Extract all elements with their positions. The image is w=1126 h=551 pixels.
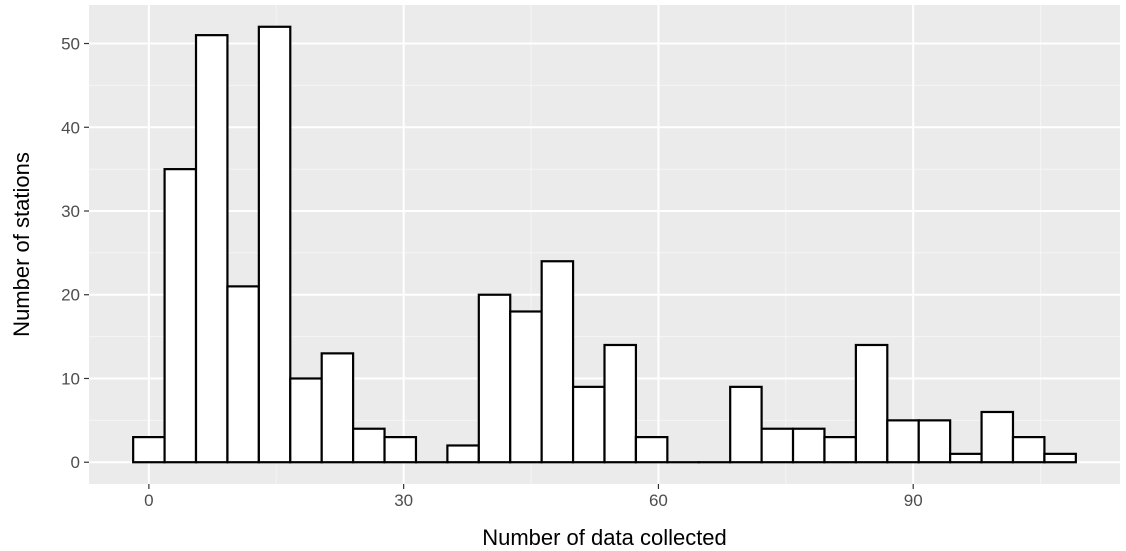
histogram-bar [603, 343, 638, 464]
y-tick-label: 40 [61, 118, 80, 137]
histogram-bar [194, 34, 229, 464]
histogram-bar [886, 419, 920, 464]
histogram-bar [383, 436, 418, 464]
histogram-bar [823, 436, 857, 464]
y-tick-label: 50 [61, 35, 80, 54]
histogram-bar [949, 452, 983, 464]
histogram-bar [760, 427, 795, 464]
histogram-bar [791, 427, 826, 464]
histogram-bar [132, 436, 166, 464]
histogram-bar [1043, 452, 1077, 464]
histogram-bar [320, 352, 355, 464]
x-tick-label: 30 [394, 491, 413, 510]
histogram-bar [289, 377, 323, 464]
histogram-bar [917, 419, 952, 464]
axes: 0 30 60 90 0 10 20 30 40 50 [61, 35, 923, 510]
histogram-bar [477, 293, 512, 464]
y-tick-label: 30 [61, 202, 80, 221]
histogram-bar [540, 260, 575, 464]
histogram-bar [257, 25, 292, 464]
x-axis-title: Number of data collected [482, 525, 727, 550]
histogram-bar [980, 410, 1015, 464]
histogram-bar [854, 343, 889, 464]
y-tick-label: 20 [61, 286, 80, 305]
y-tick-label: 10 [61, 369, 80, 388]
histogram-bar [509, 310, 543, 464]
histogram-bar [634, 436, 669, 464]
histogram-bars [132, 25, 1077, 464]
histogram-bar [1011, 436, 1046, 464]
x-tick-label: 0 [144, 491, 153, 510]
histogram-bar [729, 385, 763, 464]
y-tick-label: 0 [71, 453, 80, 472]
histogram-bar [163, 168, 198, 464]
histogram-bar [571, 385, 606, 464]
x-tick-label: 60 [649, 491, 668, 510]
histogram-bar [226, 285, 260, 464]
histogram-bar [352, 427, 386, 464]
x-tick-label: 90 [904, 491, 923, 510]
histogram-bar [446, 444, 480, 464]
y-axis-title: Number of stations [9, 152, 34, 337]
